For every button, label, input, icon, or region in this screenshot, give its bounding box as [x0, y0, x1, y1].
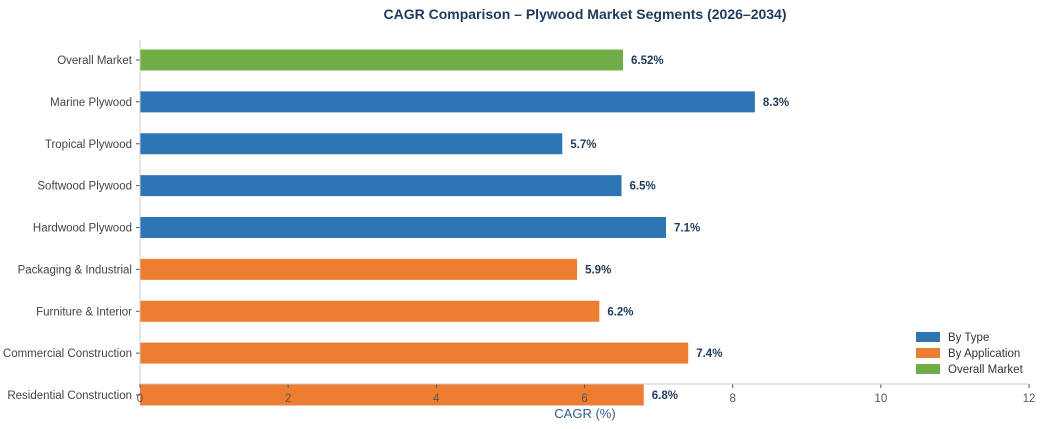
bar [140, 384, 644, 406]
y-tick-label: Tropical Plywood [45, 139, 132, 151]
bar [140, 342, 689, 364]
legend-swatch [916, 364, 940, 374]
legend: By Type By Application Overall Market [916, 332, 1024, 376]
y-tick-label: Hardwood Plywood [33, 223, 132, 235]
data-label: 6.5% [630, 181, 656, 193]
x-axis: 0 2 4 6 8 10 12 [137, 384, 1036, 405]
data-label: 5.9% [585, 264, 611, 276]
bar [140, 217, 666, 238]
data-label: 5.7% [570, 139, 596, 151]
y-tick-label: Softwood Plywood [37, 181, 132, 193]
x-tick-label: 6 [581, 393, 587, 405]
x-tick-label: 8 [729, 393, 735, 405]
x-tick-label: 12 [1023, 393, 1036, 405]
y-tick-label: Commercial Construction [3, 348, 132, 360]
legend-swatch [916, 348, 940, 358]
legend-label: By Type [948, 332, 989, 344]
legend-label: Overall Market [948, 364, 1024, 376]
data-label: 6.8% [652, 390, 678, 402]
chart-title: CAGR Comparison – Plywood Market Segment… [383, 6, 786, 22]
bar [140, 300, 600, 322]
x-tick-label: 2 [285, 393, 291, 405]
data-label: 7.4% [696, 348, 722, 360]
y-tick-labels: Overall Market Marine Plywood Tropical Ply… [3, 55, 140, 402]
bar [140, 175, 622, 197]
data-label: 8.3% [763, 97, 789, 109]
bar [140, 133, 563, 155]
x-tick-label: 4 [433, 393, 440, 405]
bar [140, 258, 578, 280]
x-tick-label: 10 [874, 393, 887, 405]
x-axis-label: CAGR (%) [554, 406, 615, 421]
bar [140, 91, 755, 113]
data-label: 6.52% [631, 55, 664, 67]
y-tick-label: Furniture & Interior [36, 306, 132, 318]
y-tick-label: Marine Plywood [50, 97, 132, 109]
legend-label: By Application [948, 348, 1020, 360]
x-tick-label: 0 [137, 393, 143, 405]
bar [140, 49, 624, 71]
y-tick-label: Residential Construction [7, 390, 132, 402]
bars-group: 6.52% 8.3% 5.7% 6.5% 7.1% 5.9% 6.2% 7.4% 6.8% [140, 49, 789, 406]
legend-swatch [916, 332, 940, 342]
data-label: 6.2% [607, 306, 633, 318]
y-tick-label: Overall Market [57, 55, 133, 67]
y-tick-label: Packaging & Industrial [18, 264, 132, 276]
data-label: 7.1% [674, 223, 700, 235]
